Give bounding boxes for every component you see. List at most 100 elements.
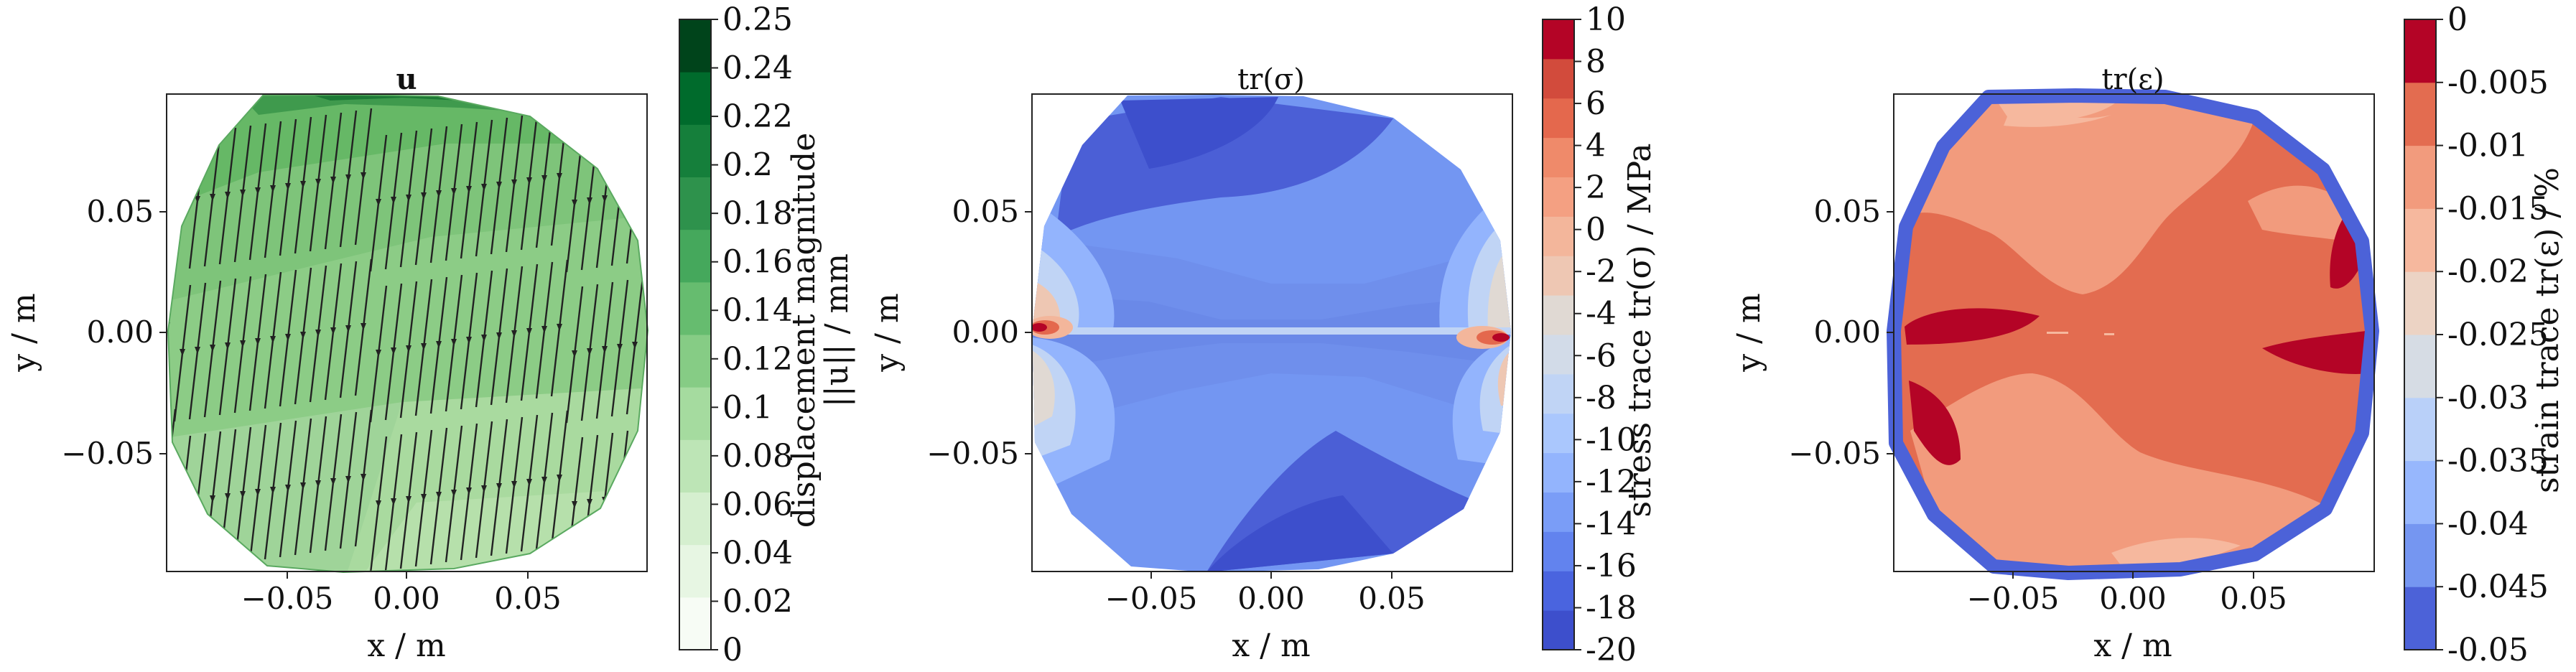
arrow-head <box>330 327 336 335</box>
colorbar-tick-label: -10 <box>1586 421 1637 458</box>
arrow-head <box>436 190 442 197</box>
arrow-head <box>361 172 366 179</box>
arrow-head <box>511 481 517 488</box>
colorbar-tick-label: -14 <box>1586 505 1637 542</box>
colorbar-tick-label: 0.06 <box>722 486 793 523</box>
arrow-head <box>481 184 487 191</box>
arrow-head <box>602 195 608 202</box>
colorbar-tick-label: 2 <box>1586 169 1606 206</box>
arrow-head <box>617 344 623 351</box>
arrow-head <box>315 179 321 186</box>
colorbar-segment <box>1543 98 1574 139</box>
arrow-head <box>315 330 321 337</box>
plot-title-1: u <box>396 62 417 96</box>
colorbar-segment <box>679 492 711 546</box>
colorbar-tick-label: 4 <box>1586 128 1606 164</box>
colorbar-tick-label: -6 <box>1586 337 1617 374</box>
arrow-head <box>632 191 638 198</box>
arrow-head <box>300 482 306 490</box>
colorbar-tick-label: -4 <box>1586 296 1617 332</box>
colorbar-tick-label: -0.05 <box>2447 632 2529 668</box>
arrow-head <box>557 475 562 482</box>
x-axis-label: x / m <box>367 627 445 664</box>
displacement-panel: u −0.05 0.00 0.05 x / m 0.05 0.00 −0.05 … <box>6 1 855 668</box>
arrow-head <box>587 197 592 205</box>
colorbar-segment <box>679 439 711 493</box>
y-axis-label: y / m <box>869 293 906 372</box>
arrow-head <box>361 474 366 481</box>
colorbar-segment <box>1543 571 1574 611</box>
arrow-head <box>602 346 608 353</box>
arrow-head <box>632 342 638 349</box>
arrow-head <box>496 182 502 189</box>
arrow-head <box>541 477 547 484</box>
arrow-head <box>285 183 291 190</box>
arrow-head <box>180 500 185 507</box>
arrow-head <box>240 190 246 197</box>
arrow-head <box>572 501 577 508</box>
arrow-head <box>345 476 351 483</box>
arrow-head <box>255 187 261 195</box>
colorbar-segment <box>679 177 711 230</box>
colorbar-segment <box>2404 145 2436 209</box>
arrow-head <box>541 175 547 182</box>
arrow-head <box>225 192 231 199</box>
colorbar-segment <box>679 335 711 388</box>
arrow-head <box>330 478 336 485</box>
colorbar-tick-label: 0.14 <box>722 292 793 329</box>
arrow-head <box>451 339 457 346</box>
arrow-head <box>557 173 562 180</box>
colorbar-label-1a: displacement magnitude <box>786 133 822 528</box>
arrow-head <box>587 499 592 506</box>
colorbar-segment <box>679 229 711 283</box>
x-tick-label: −0.05 <box>241 581 334 616</box>
stress-field <box>1032 95 1511 572</box>
colorbar-segment <box>1543 177 1574 217</box>
colorbar-segment <box>2404 397 2436 462</box>
y-tick-label: −0.05 <box>61 436 154 471</box>
colorbar-tick-label: 0.24 <box>722 50 793 87</box>
colorbar-segment <box>1543 19 1574 60</box>
colorbar-tick-label: 10 <box>1586 1 1626 38</box>
arrow-head <box>225 493 231 500</box>
colorbar-tick-label: -0.03 <box>2447 380 2529 416</box>
arrow-head <box>300 332 306 339</box>
arrow-head <box>210 495 215 503</box>
arrow-head <box>180 349 185 356</box>
colorbar-tick-label: 0.2 <box>722 147 773 184</box>
colorbar-tick-label: 0.02 <box>722 583 793 620</box>
colorbar-segment <box>2404 82 2436 146</box>
colorbar-tick-label: -0.01 <box>2447 128 2529 164</box>
arrow-head <box>345 325 351 332</box>
arrow-head <box>572 200 577 207</box>
x-tick-label: 0.00 <box>2099 581 2167 616</box>
colorbar-segment <box>1543 531 1574 571</box>
colorbar-segment <box>1543 256 1574 296</box>
colorbar-tick-label: 0.04 <box>722 535 793 571</box>
arrow-head <box>345 174 351 182</box>
colorbar-segment <box>679 387 711 440</box>
arrow-head <box>255 489 261 496</box>
arrow-head <box>195 347 200 354</box>
colorbar-2: 10 8 6 4 2 0 -2 -4 -6 -8 -10 -12 -14 -16 -18 -20 <box>1542 1 1637 668</box>
colorbar-segment <box>679 281 711 335</box>
colorbar-segment <box>2404 523 2436 587</box>
colorbar-segment <box>1543 610 1574 650</box>
arrow-head <box>466 337 472 344</box>
arrow-head <box>526 177 532 185</box>
arrow-head <box>541 326 547 333</box>
y-tick-label: 0.05 <box>1813 194 1881 229</box>
arrow-head <box>466 186 472 193</box>
colorbar-tick-label: 0.08 <box>722 438 793 475</box>
colorbar-tick-label: 0.12 <box>722 341 793 378</box>
colorbar-tick-label: -0.02 <box>2447 253 2529 290</box>
colorbar-segment <box>1543 335 1574 375</box>
x-tick-label: −0.05 <box>1967 581 2060 616</box>
arrow-head <box>526 479 532 486</box>
arrow-head <box>617 193 623 200</box>
arrow-head <box>406 496 411 503</box>
colorbar-tick-label: -2 <box>1586 253 1617 290</box>
arrow-head <box>481 485 487 493</box>
colorbar-3: 0 -0.005 -0.01 -0.015 -0.02 -0.025 -0.03 -0.035… <box>2404 1 2549 668</box>
colorbar-tick-label: 0 <box>1586 212 1606 248</box>
